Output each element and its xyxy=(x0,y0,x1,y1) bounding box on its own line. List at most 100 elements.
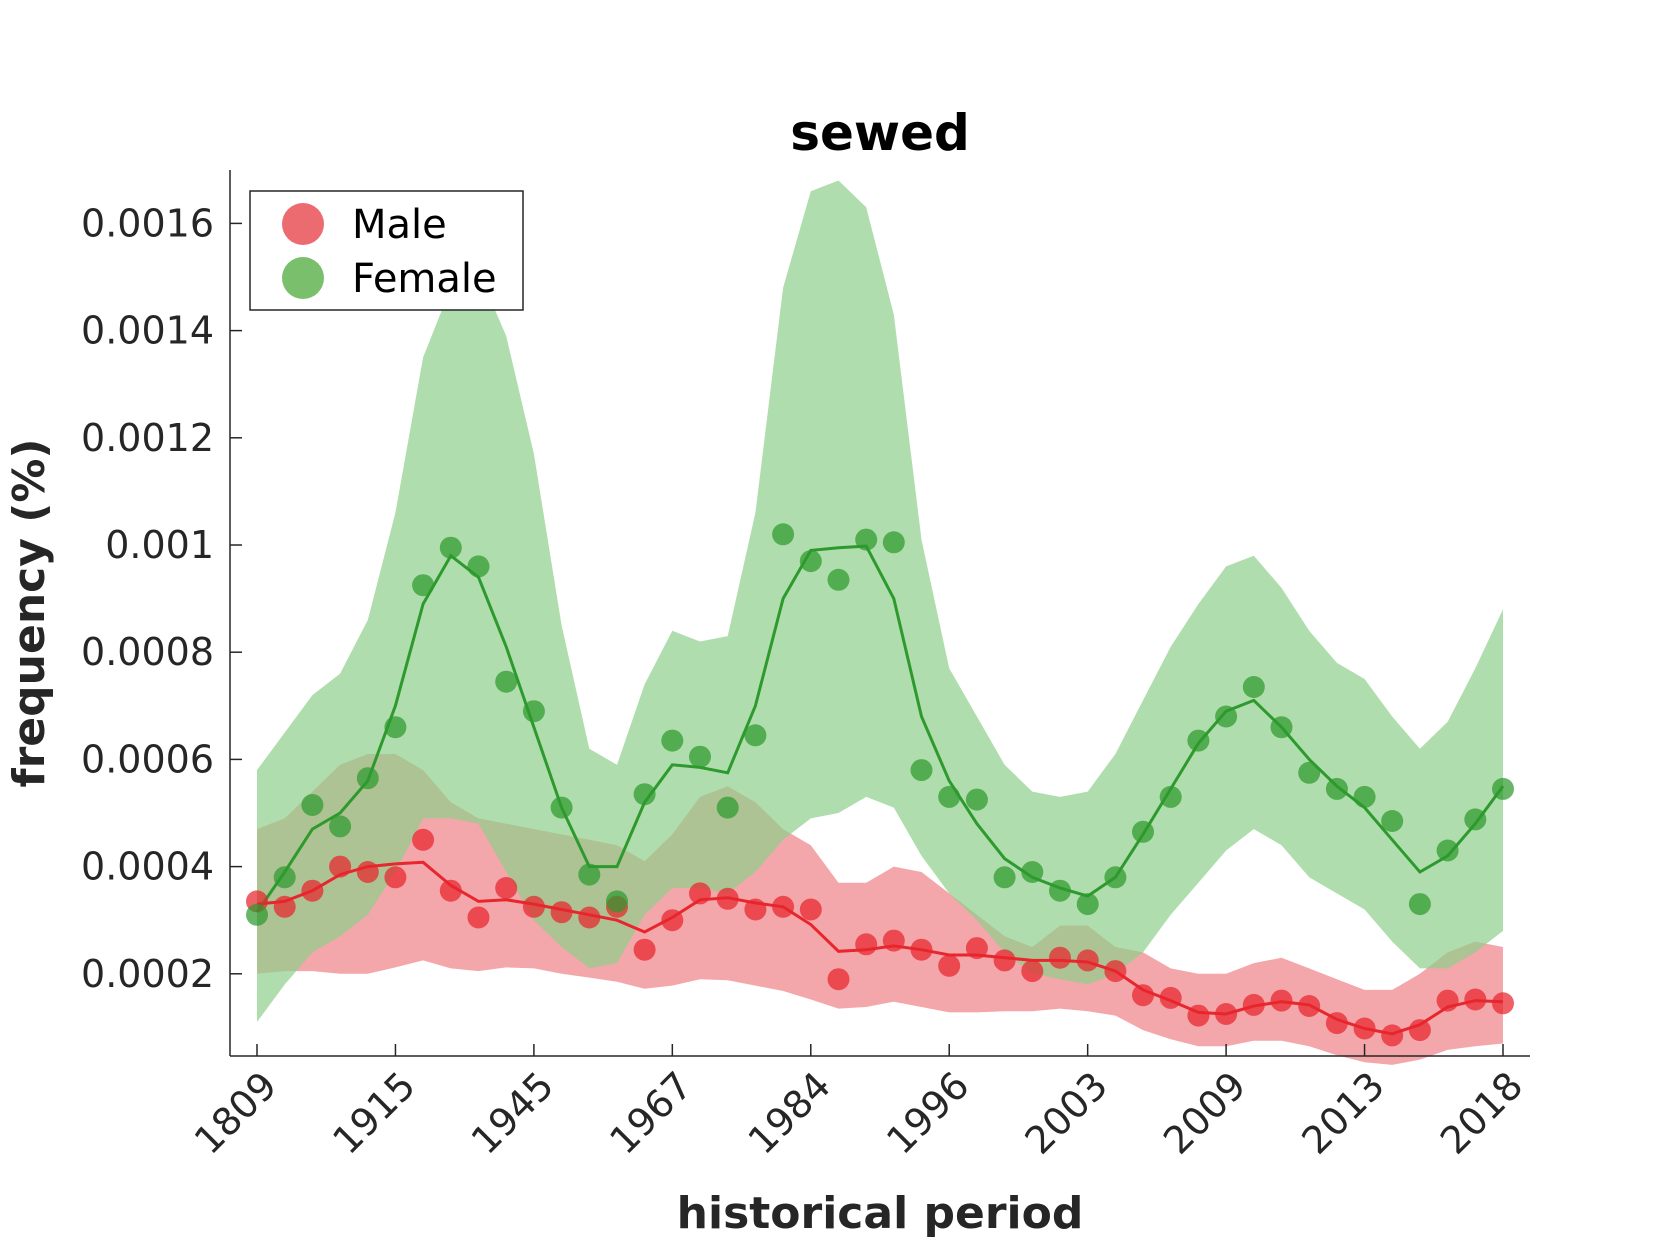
point-female xyxy=(1159,785,1182,808)
trend-lines xyxy=(255,544,1505,1036)
point-male xyxy=(965,937,988,960)
point-female xyxy=(356,767,379,790)
point-male xyxy=(1049,946,1071,969)
point-male xyxy=(772,895,795,918)
point-female xyxy=(1381,810,1404,832)
y-tick-label: 0.0016 xyxy=(81,201,214,245)
point-male xyxy=(661,909,684,932)
chart-title: sewed xyxy=(790,104,970,162)
point-male xyxy=(522,895,545,918)
y-tick-label: 0.0008 xyxy=(81,630,214,674)
point-male xyxy=(467,906,490,929)
point-female xyxy=(1132,820,1154,843)
point-female xyxy=(578,863,601,886)
point-female xyxy=(439,536,462,559)
point-female xyxy=(1104,866,1127,889)
point-female xyxy=(799,550,822,573)
point-male xyxy=(1076,949,1099,972)
point-male xyxy=(827,968,850,991)
point-female xyxy=(1464,808,1487,831)
point-female xyxy=(827,568,850,591)
line-male xyxy=(256,860,1504,1036)
point-female xyxy=(1242,676,1265,698)
point-female xyxy=(744,724,767,747)
point-female xyxy=(550,796,573,819)
point-female xyxy=(522,700,545,723)
point-female xyxy=(661,729,684,752)
point-male xyxy=(689,882,711,905)
point-female xyxy=(495,670,518,693)
legend: Male Female xyxy=(249,190,524,311)
point-male xyxy=(1464,988,1487,1011)
point-male xyxy=(1298,995,1321,1017)
point-female xyxy=(855,528,878,551)
point-female xyxy=(689,745,711,768)
point-male xyxy=(439,879,462,902)
legend-marker-male xyxy=(282,203,324,245)
point-male xyxy=(1187,1004,1210,1027)
point-female xyxy=(1436,839,1459,862)
point-female xyxy=(938,785,961,808)
legend-label-female: Female xyxy=(352,256,497,302)
point-male xyxy=(1408,1019,1431,1042)
point-male xyxy=(550,901,573,924)
point-female xyxy=(384,716,407,739)
point-female xyxy=(606,890,628,913)
y-tick-label: 0.0006 xyxy=(81,737,214,781)
point-female xyxy=(1270,716,1293,739)
point-male xyxy=(882,929,905,952)
data-points xyxy=(246,523,1514,1047)
point-female xyxy=(301,794,324,816)
point-male xyxy=(1436,989,1459,1012)
point-female xyxy=(1187,729,1210,752)
point-male xyxy=(938,954,961,977)
point-male xyxy=(1381,1024,1404,1047)
point-female xyxy=(882,531,905,554)
legend-marker-female xyxy=(282,257,324,299)
point-male xyxy=(1159,986,1182,1009)
point-male xyxy=(1270,989,1293,1012)
point-female xyxy=(1298,761,1321,784)
point-female xyxy=(1215,705,1238,728)
point-male xyxy=(633,938,656,961)
y-tick-label: 0.001 xyxy=(105,523,214,567)
point-female xyxy=(1353,785,1376,808)
point-male xyxy=(1353,1017,1376,1040)
y-ticks: 0.0002 0.0004 0.0006 0.0008 0.001 0.0012 0.001… xyxy=(81,201,242,996)
axes xyxy=(229,170,1530,1057)
point-male xyxy=(855,933,878,956)
point-female xyxy=(772,523,795,546)
band-male xyxy=(257,754,1503,1065)
point-male xyxy=(1021,960,1044,983)
point-male xyxy=(744,898,767,921)
point-female xyxy=(246,903,268,926)
point-male xyxy=(412,828,435,851)
y-tick-label: 0.0012 xyxy=(81,416,214,460)
point-female xyxy=(1021,861,1044,883)
line-female xyxy=(255,544,1505,914)
point-male xyxy=(301,879,324,902)
y-tick-label: 0.0002 xyxy=(81,952,214,996)
y-tick-label: 0.0014 xyxy=(81,309,214,353)
legend-label-male: Male xyxy=(352,202,447,248)
point-female xyxy=(273,866,296,889)
point-female xyxy=(1325,777,1348,800)
point-male xyxy=(1104,960,1127,983)
point-female xyxy=(993,866,1016,889)
point-male xyxy=(993,949,1016,972)
point-female xyxy=(633,783,656,806)
point-female xyxy=(965,788,988,811)
point-male xyxy=(1325,1012,1348,1035)
point-male xyxy=(1215,1003,1238,1025)
point-male xyxy=(799,898,822,921)
point-female xyxy=(1049,879,1071,902)
point-female xyxy=(329,815,352,838)
point-male xyxy=(384,866,407,889)
point-female xyxy=(716,796,739,819)
point-male xyxy=(356,861,379,883)
point-female xyxy=(412,574,435,597)
y-axis-label: frequency (%) xyxy=(4,438,55,787)
point-female xyxy=(467,555,490,578)
y-tick-label: 0.0004 xyxy=(81,845,214,889)
